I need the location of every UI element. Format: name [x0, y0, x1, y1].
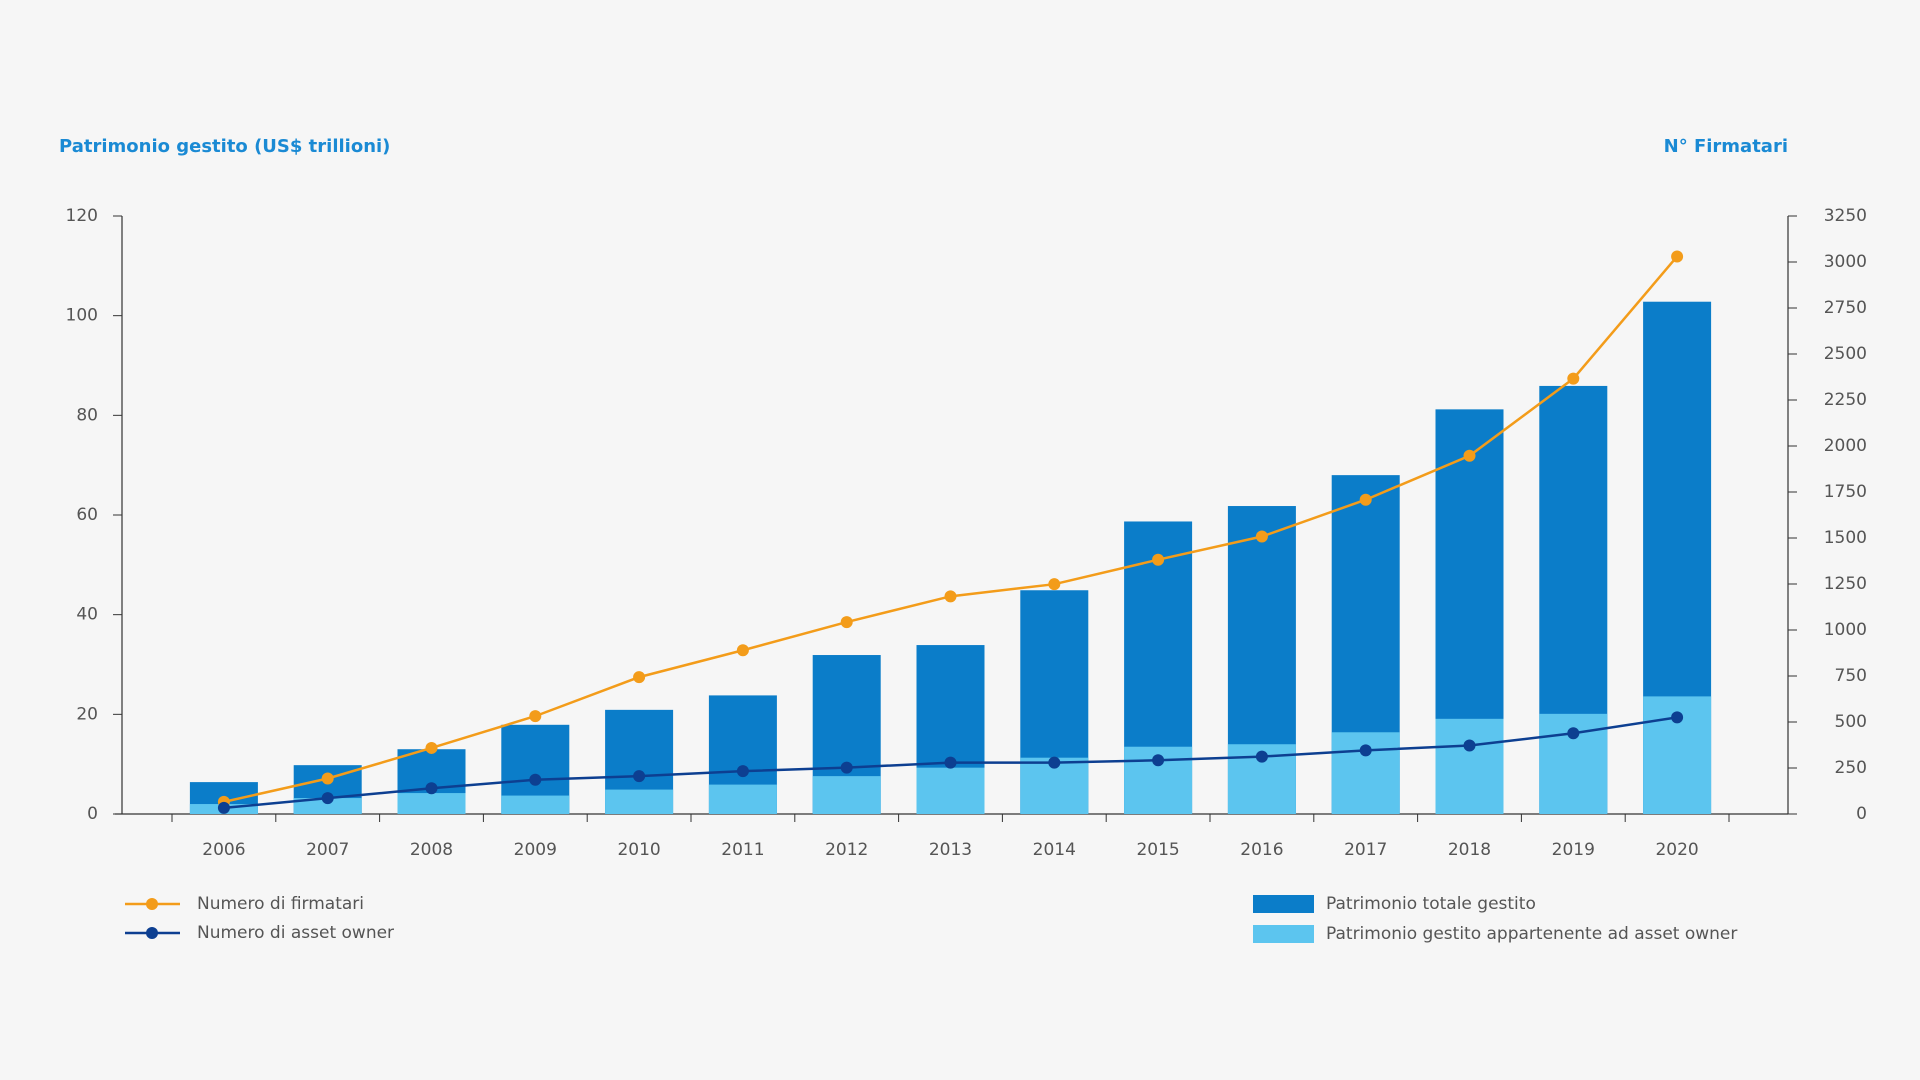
- bar: [397, 793, 466, 814]
- point: [1152, 553, 1165, 566]
- point: [1255, 750, 1268, 763]
- point: [217, 801, 230, 814]
- legend-label: Patrimonio totale gestito: [1326, 894, 1536, 914]
- point: [736, 644, 749, 657]
- y2-tick-label: 2000: [1824, 436, 1867, 456]
- point: [736, 765, 749, 778]
- y-tick-label: 100: [66, 306, 98, 326]
- point: [633, 671, 646, 684]
- point: [1048, 578, 1061, 591]
- legend-marker: [146, 898, 158, 910]
- bar: [916, 767, 985, 814]
- point: [840, 616, 853, 629]
- y-tick-label: 80: [76, 405, 98, 425]
- x-tick-label: 2015: [1136, 840, 1179, 860]
- point: [1359, 493, 1372, 506]
- legend-swatch: [1253, 895, 1314, 913]
- x-tick-label: 2007: [306, 840, 349, 860]
- x-tick-label: 2014: [1033, 840, 1076, 860]
- point: [1359, 744, 1372, 757]
- legend-swatch: [1253, 925, 1314, 943]
- y2-tick-label: 1750: [1824, 482, 1867, 502]
- bar: [708, 784, 777, 814]
- legend-label: Numero di firmatari: [197, 894, 364, 914]
- y-tick-label: 40: [76, 605, 98, 625]
- y2-tick-label: 3250: [1824, 206, 1867, 226]
- y2-tick-label: 2500: [1824, 344, 1867, 364]
- y2-axis-title: N° Firmatari: [1664, 136, 1788, 157]
- point: [1671, 250, 1684, 263]
- point: [1671, 711, 1684, 724]
- x-tick-label: 2008: [410, 840, 453, 860]
- x-tick-label: 2013: [929, 840, 972, 860]
- x-tick-label: 2018: [1448, 840, 1491, 860]
- point: [529, 710, 542, 723]
- y2-tick-label: 750: [1835, 666, 1867, 686]
- point: [944, 756, 957, 769]
- y2-tick-label: 2250: [1824, 390, 1867, 410]
- point: [529, 773, 542, 786]
- bar: [501, 795, 570, 814]
- point: [425, 782, 438, 795]
- y2-tick-label: 250: [1835, 758, 1867, 778]
- y-tick-label: 20: [76, 704, 98, 724]
- point: [1255, 530, 1268, 543]
- legend-label: Patrimonio gestito appartenente ad asset…: [1326, 924, 1737, 944]
- bar: [1435, 718, 1504, 814]
- x-tick-label: 2010: [617, 840, 660, 860]
- point: [944, 590, 957, 603]
- x-tick-label: 2012: [825, 840, 868, 860]
- point: [321, 772, 334, 785]
- point: [321, 792, 334, 805]
- y2-tick-label: 500: [1835, 712, 1867, 732]
- y-tick-label: 60: [76, 505, 98, 525]
- y2-tick-label: 2750: [1824, 298, 1867, 318]
- bar: [812, 776, 881, 814]
- y2-tick-label: 1250: [1824, 574, 1867, 594]
- point: [1567, 727, 1580, 740]
- point: [1567, 372, 1580, 385]
- x-tick-label: 2019: [1552, 840, 1595, 860]
- point: [1463, 739, 1476, 752]
- y2-tick-label: 3000: [1824, 252, 1867, 272]
- y2-tick-label: 1000: [1824, 620, 1867, 640]
- y2-tick-label: 0: [1856, 804, 1867, 824]
- point: [1152, 754, 1165, 767]
- point: [1048, 756, 1061, 769]
- bar: [605, 789, 674, 814]
- x-tick-label: 2016: [1240, 840, 1283, 860]
- point: [840, 761, 853, 774]
- y2-tick-label: 1500: [1824, 528, 1867, 548]
- x-tick-label: 2020: [1655, 840, 1698, 860]
- legend-label: Numero di asset owner: [197, 923, 394, 943]
- y-tick-label: 120: [66, 206, 98, 226]
- x-tick-label: 2017: [1344, 840, 1387, 860]
- x-tick-label: 2009: [514, 840, 557, 860]
- x-tick-label: 2006: [202, 840, 245, 860]
- point: [1463, 449, 1476, 462]
- x-tick-label: 2011: [721, 840, 764, 860]
- legend-marker: [146, 927, 158, 939]
- y-axis-title: Patrimonio gestito (US$ trillioni): [59, 136, 390, 157]
- bar: [293, 798, 362, 814]
- y-tick-label: 0: [87, 804, 98, 824]
- point: [425, 741, 438, 754]
- point: [633, 770, 646, 783]
